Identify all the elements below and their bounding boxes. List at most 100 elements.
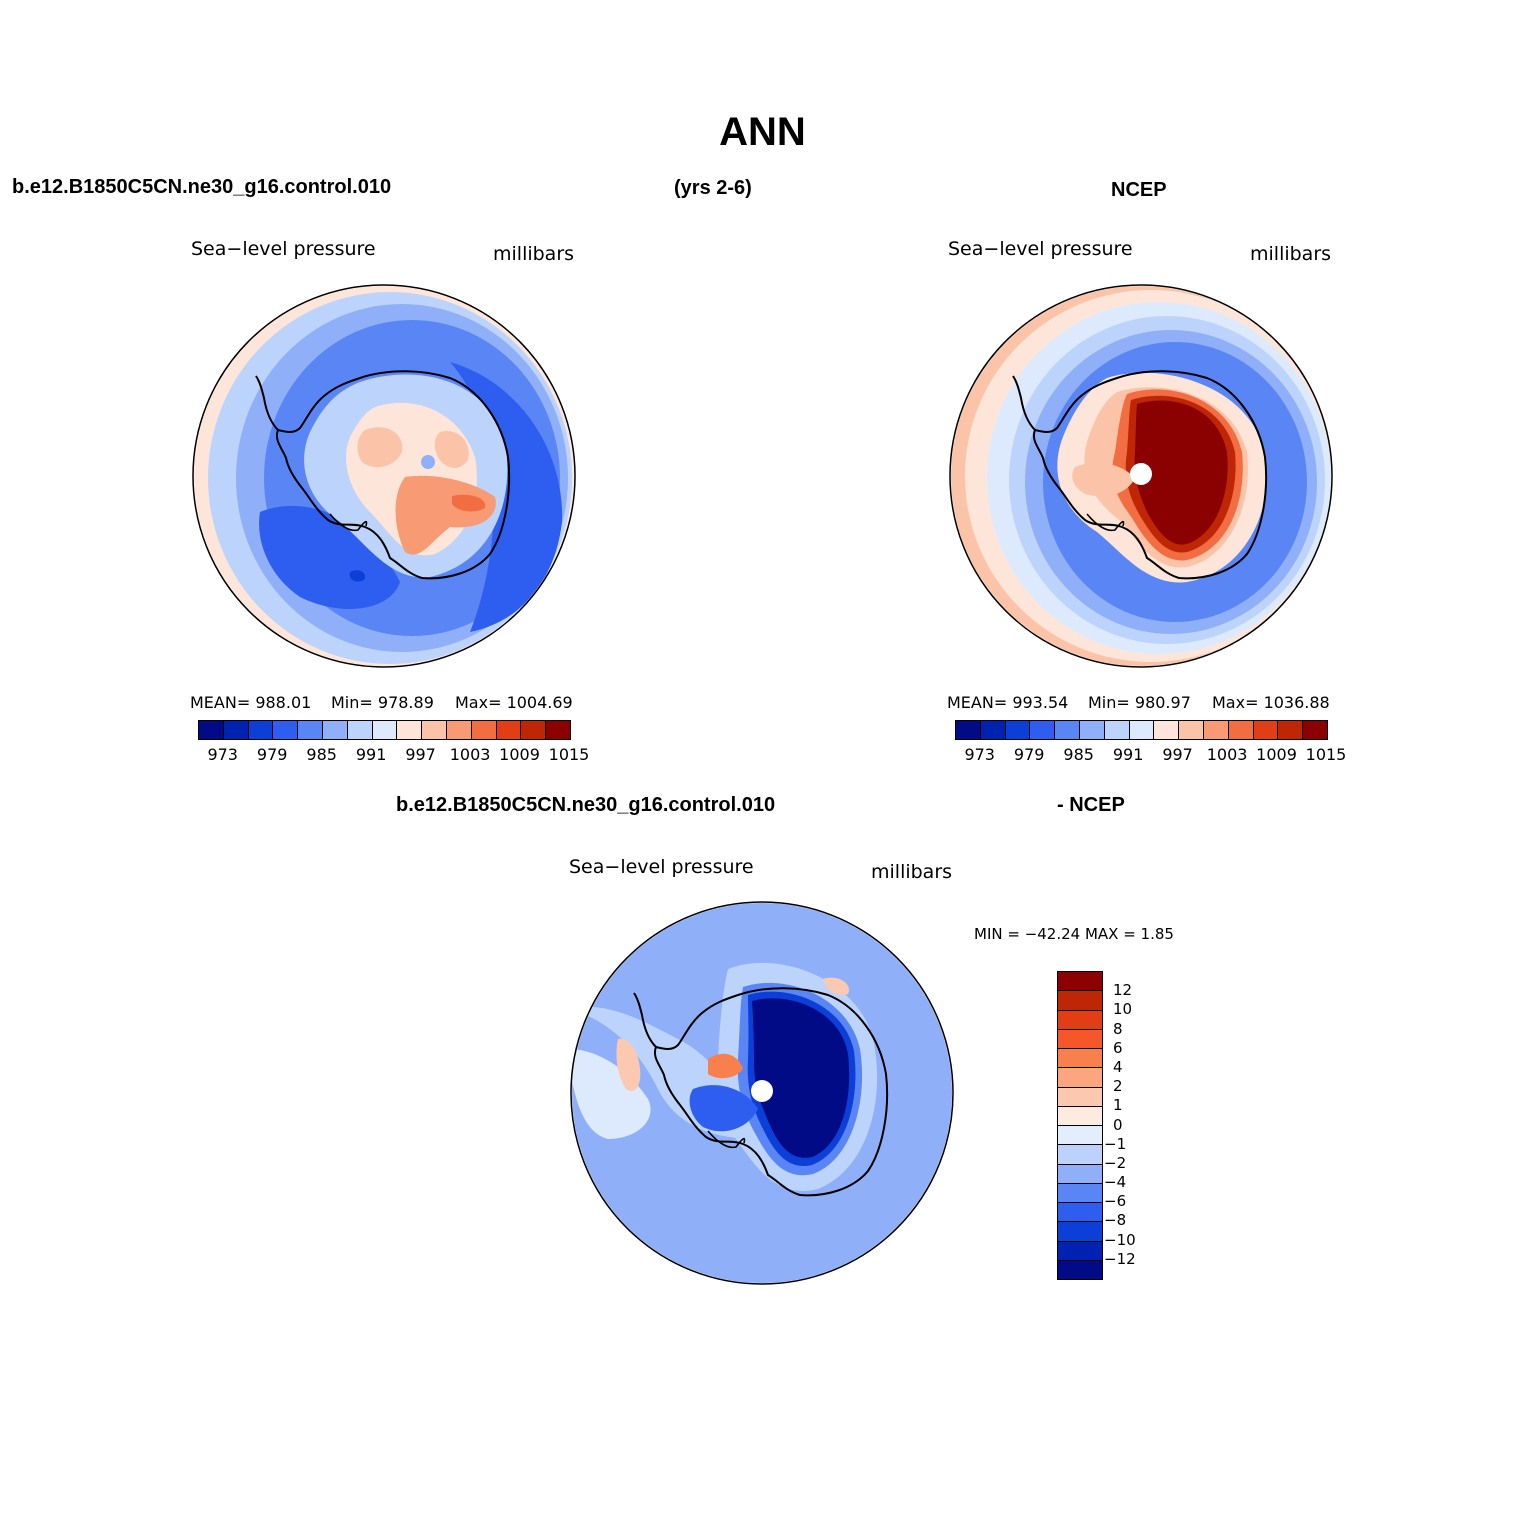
case-name: b.e12.B1850C5CN.ne30_g16.control.010 <box>12 176 392 198</box>
colorbar-swatch <box>1154 721 1180 739</box>
colorbar-tick-label: −2 <box>1104 1153 1127 1172</box>
colorbar-swatch <box>422 721 447 739</box>
colorbar-tick-label: 12 <box>1113 981 1133 1000</box>
colorbar-swatch <box>1055 721 1080 739</box>
colorbar-swatch <box>1058 1164 1102 1184</box>
colorbar-swatch <box>1058 972 1102 992</box>
diff-units-label: millibars <box>871 861 953 883</box>
diff-colorbar-labels: 12 10 8 6 4 2 1 0 −1 −2 −4 −6 −8 −10 −12 <box>1104 971 1168 1278</box>
colorbar-swatch <box>1058 1260 1102 1279</box>
colorbar-swatch <box>1058 1087 1102 1107</box>
colorbar-swatch <box>1129 721 1155 739</box>
model-units-label: millibars <box>493 243 575 265</box>
colorbar-tick-label: −1 <box>1104 1134 1127 1153</box>
colorbar-swatch <box>397 721 423 739</box>
colorbar-tick-label: 4 <box>1113 1057 1123 1076</box>
colorbar-tick-label: 997 <box>1162 745 1193 764</box>
diff-case-name: b.e12.B1850C5CN.ne30_g16.control.010 <box>396 794 776 816</box>
colorbar-tick-label: 10 <box>1113 1000 1133 1019</box>
colorbar-swatch <box>322 721 348 739</box>
colorbar-tick-label: 0 <box>1113 1115 1123 1134</box>
model-mean: MEAN= 988.01 <box>190 693 312 712</box>
colorbar-tick-label: 991 <box>1112 745 1144 764</box>
colorbar-tick-label: 973 <box>207 745 238 764</box>
colorbar-swatch <box>1058 1203 1102 1223</box>
plot-title: ANN <box>719 110 806 154</box>
obs-slp-map <box>949 284 1333 668</box>
colorbar-swatch <box>1253 721 1279 739</box>
colorbar-tick-label: 973 <box>964 745 995 764</box>
colorbar-tick-label: −4 <box>1104 1173 1127 1192</box>
colorbar-tick-label: −10 <box>1104 1230 1136 1249</box>
model-max: Max= 1004.69 <box>455 693 573 712</box>
colorbar-tick-label: 979 <box>1013 745 1045 764</box>
colorbar-tick-label: 1015 <box>548 745 590 764</box>
colorbar-tick-label: 985 <box>306 745 337 764</box>
colorbar-swatch <box>1058 1049 1102 1069</box>
colorbar-swatch <box>273 721 299 739</box>
obs-mean: MEAN= 993.54 <box>947 693 1069 712</box>
colorbar-swatch <box>372 721 398 739</box>
colorbar-tick-label: 8 <box>1113 1019 1123 1038</box>
colorbar-swatch <box>1058 1106 1102 1126</box>
colorbar-swatch <box>1303 721 1327 739</box>
colorbar-swatch <box>1058 1010 1102 1030</box>
colorbar-tick-label: −12 <box>1104 1249 1136 1268</box>
colorbar-tick-label: 979 <box>256 745 288 764</box>
colorbar-swatch <box>1079 721 1105 739</box>
obs-colorbar <box>955 720 1328 740</box>
obs-name: NCEP <box>1111 179 1167 201</box>
colorbar-tick-label: 997 <box>405 745 436 764</box>
colorbar-swatch <box>223 721 249 739</box>
colorbar-tick-label: 985 <box>1063 745 1094 764</box>
obs-max: Max= 1036.88 <box>1212 693 1330 712</box>
colorbar-swatch <box>298 721 323 739</box>
colorbar-swatch <box>1005 721 1031 739</box>
colorbar-swatch <box>496 721 522 739</box>
colorbar-swatch <box>1058 1241 1102 1261</box>
obs-variable-label: Sea−level pressure <box>948 238 1133 260</box>
model-colorbar <box>198 720 571 740</box>
model-slp-map <box>192 284 576 668</box>
colorbar-swatch <box>1058 991 1102 1011</box>
model-variable-label: Sea−level pressure <box>191 238 376 260</box>
colorbar-swatch <box>980 721 1006 739</box>
colorbar-swatch <box>1058 1126 1102 1146</box>
colorbar-swatch <box>471 721 497 739</box>
colorbar-swatch <box>1058 1029 1102 1049</box>
colorbar-tick-label: 991 <box>355 745 387 764</box>
diff-variable-label: Sea−level pressure <box>569 856 754 878</box>
colorbar-tick-label: 1 <box>1113 1096 1123 1115</box>
diff-colorbar <box>1057 971 1103 1280</box>
years-label: (yrs 2-6) <box>674 177 752 199</box>
colorbar-swatch <box>956 721 981 739</box>
colorbar-tick-label: 1009 <box>1256 745 1297 764</box>
colorbar-swatch <box>199 721 224 739</box>
obs-units-label: millibars <box>1250 243 1332 265</box>
colorbar-swatch <box>1058 1145 1102 1165</box>
colorbar-swatch <box>521 721 547 739</box>
colorbar-swatch <box>1104 721 1130 739</box>
colorbar-swatch <box>1203 721 1229 739</box>
diff-minmax: MIN = −42.24 MAX = 1.85 <box>974 925 1174 943</box>
colorbar-swatch <box>1179 721 1204 739</box>
diff-slp-map <box>570 901 954 1285</box>
colorbar-tick-label: 2 <box>1113 1077 1123 1096</box>
colorbar-swatch <box>1058 1183 1102 1203</box>
colorbar-swatch <box>1058 1222 1102 1242</box>
colorbar-swatch <box>446 721 472 739</box>
obs-min: Min= 980.97 <box>1088 693 1191 712</box>
colorbar-tick-label: −6 <box>1104 1192 1127 1211</box>
colorbar-tick-label: 1009 <box>499 745 540 764</box>
colorbar-swatch <box>1030 721 1056 739</box>
colorbar-swatch <box>546 721 570 739</box>
colorbar-tick-label: −8 <box>1104 1211 1127 1230</box>
colorbar-swatch <box>1058 1068 1102 1088</box>
colorbar-swatch <box>347 721 373 739</box>
colorbar-tick-label: 1003 <box>449 745 491 764</box>
colorbar-tick-label: 1003 <box>1206 745 1248 764</box>
colorbar-swatch <box>1278 721 1304 739</box>
diff-obs-name: - NCEP <box>1057 794 1125 816</box>
colorbar-swatch <box>1228 721 1254 739</box>
colorbar-tick-label: 6 <box>1113 1038 1123 1057</box>
